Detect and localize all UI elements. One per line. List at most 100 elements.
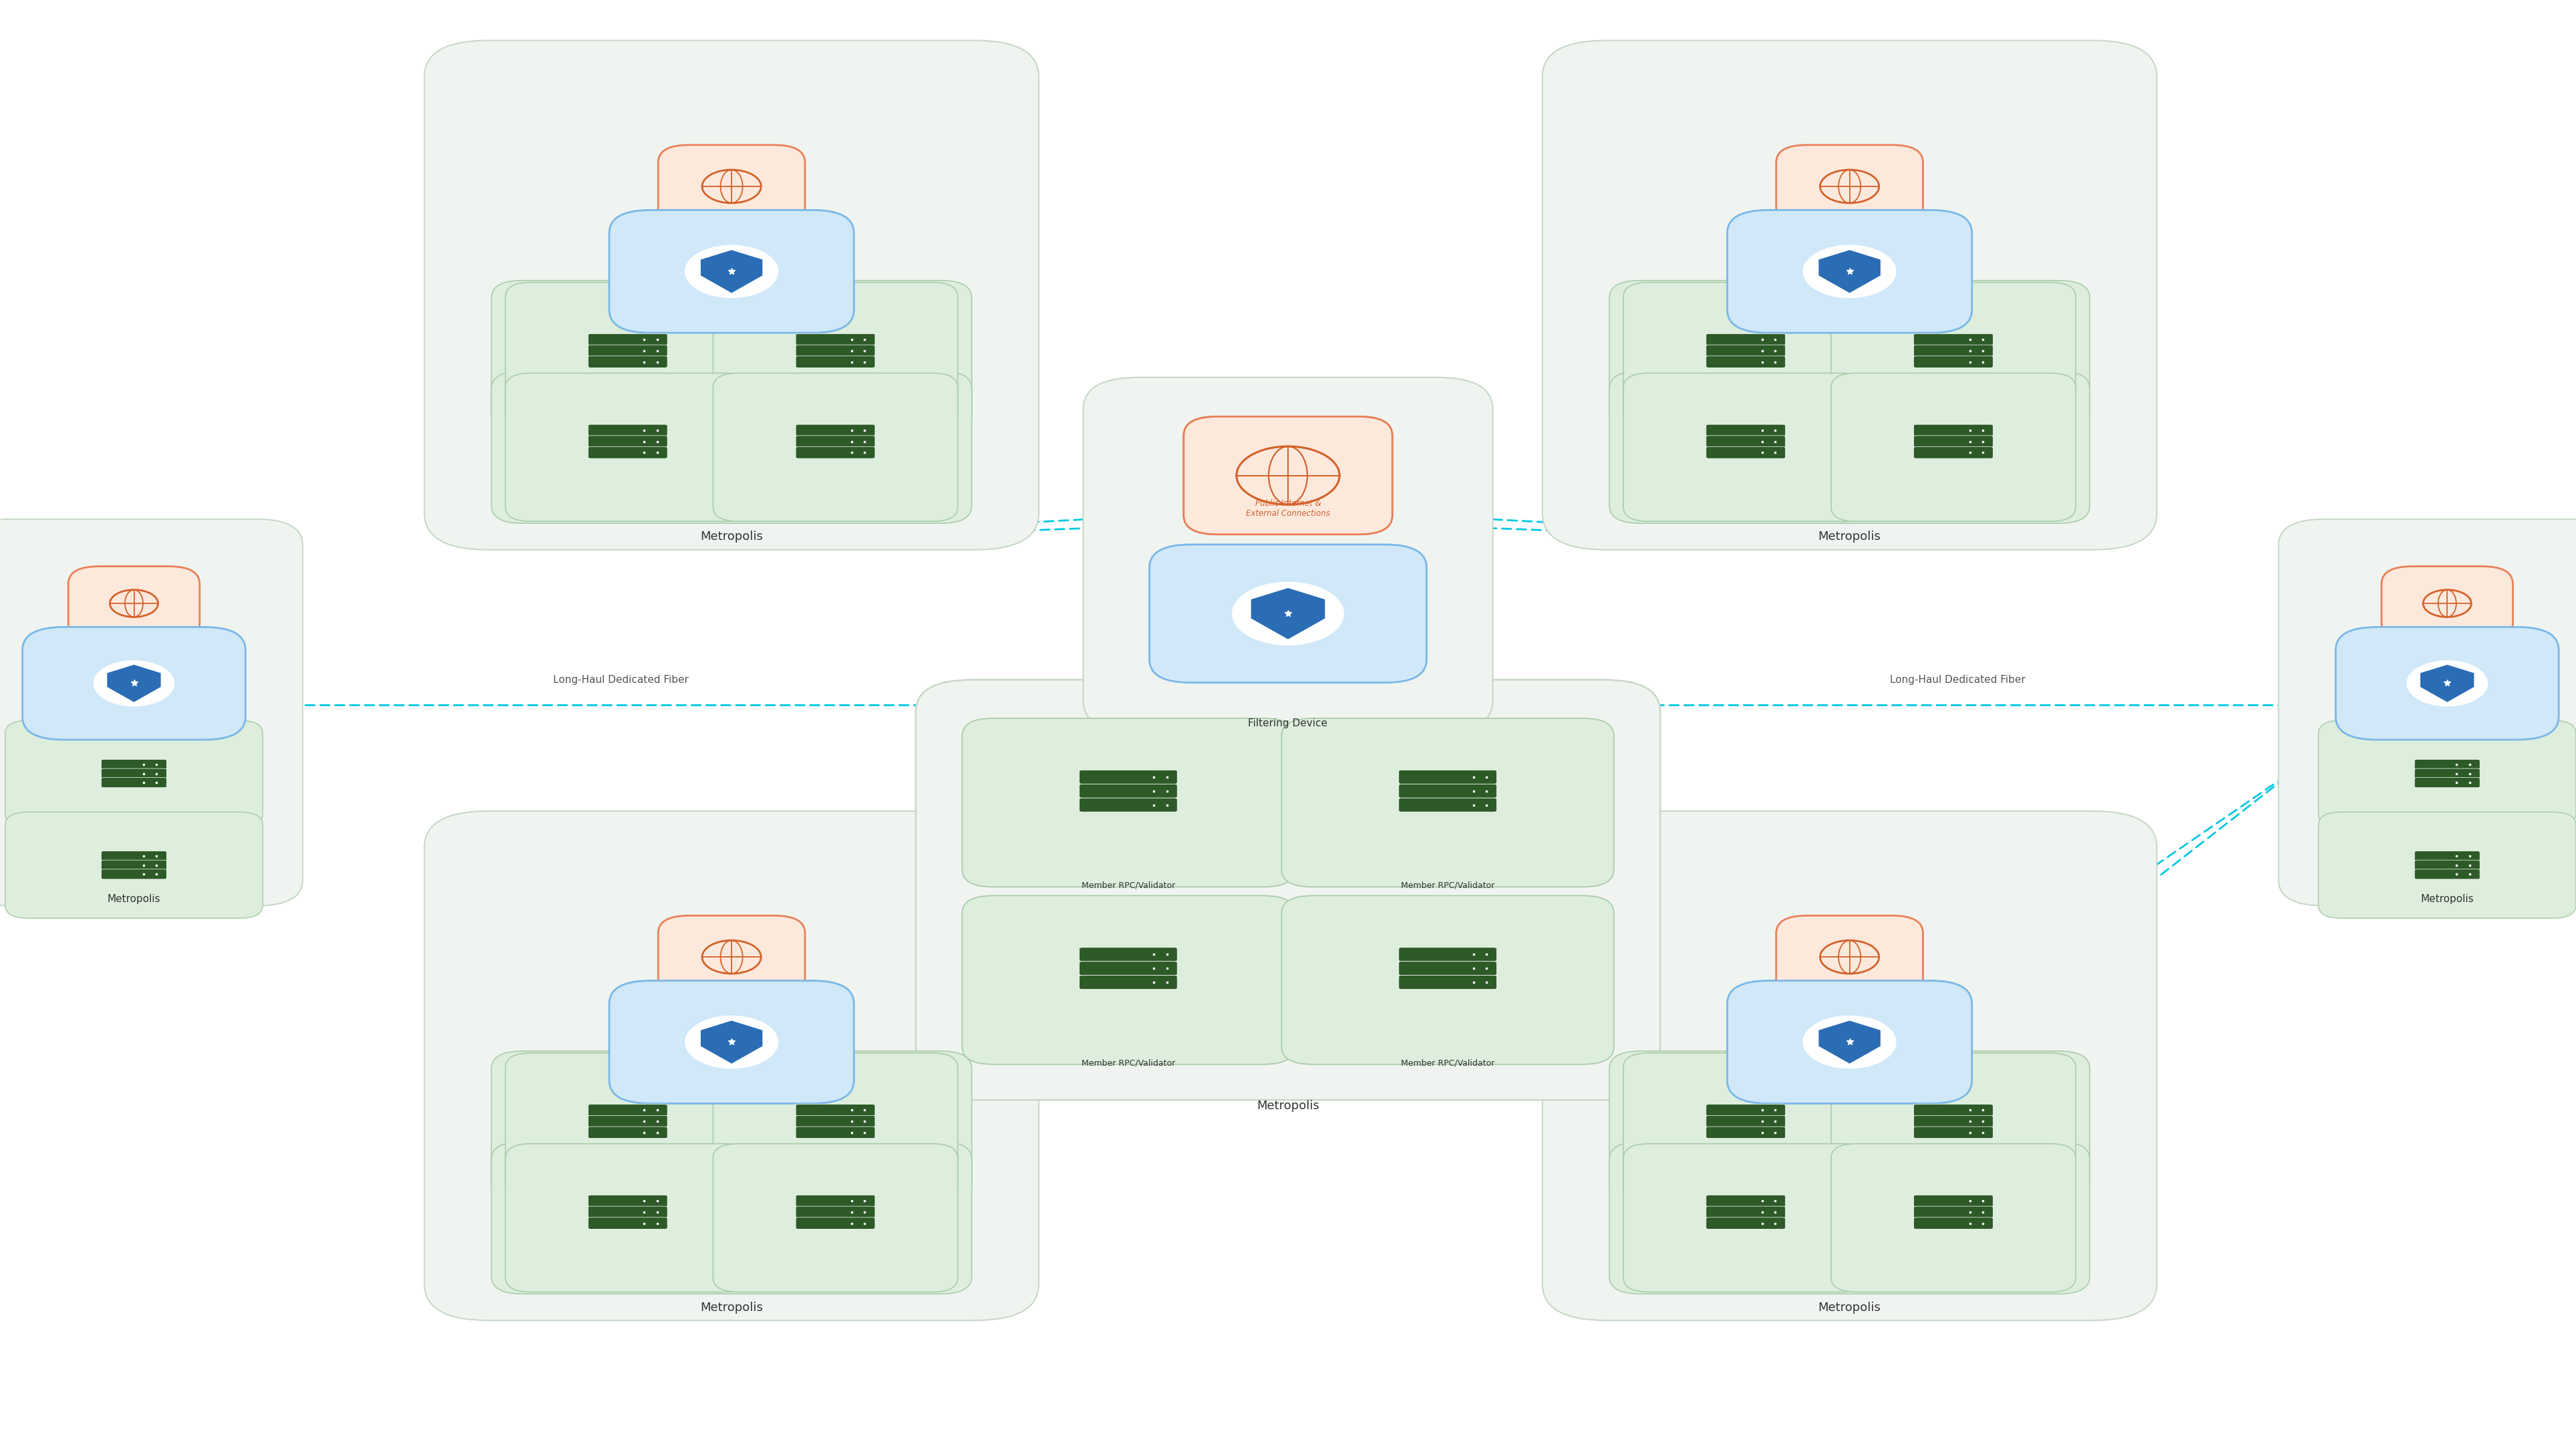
FancyBboxPatch shape xyxy=(1149,545,1427,683)
FancyBboxPatch shape xyxy=(1914,446,1994,458)
FancyBboxPatch shape xyxy=(1705,1217,1785,1229)
FancyBboxPatch shape xyxy=(796,446,876,458)
Polygon shape xyxy=(2421,666,2473,701)
FancyBboxPatch shape xyxy=(2414,869,2481,880)
FancyBboxPatch shape xyxy=(796,1217,876,1229)
FancyBboxPatch shape xyxy=(492,371,971,523)
FancyBboxPatch shape xyxy=(587,1127,667,1138)
FancyBboxPatch shape xyxy=(587,345,667,356)
FancyBboxPatch shape xyxy=(796,1115,876,1127)
FancyBboxPatch shape xyxy=(505,1144,750,1293)
FancyBboxPatch shape xyxy=(1705,436,1785,448)
FancyBboxPatch shape xyxy=(1082,378,1494,733)
FancyBboxPatch shape xyxy=(1914,1104,1994,1117)
Text: Metropolis: Metropolis xyxy=(108,894,160,904)
Text: Metropolis: Metropolis xyxy=(2421,894,2473,904)
FancyBboxPatch shape xyxy=(796,345,876,356)
FancyBboxPatch shape xyxy=(1399,948,1497,961)
FancyBboxPatch shape xyxy=(1777,916,1922,999)
FancyBboxPatch shape xyxy=(1399,961,1497,976)
FancyBboxPatch shape xyxy=(1726,209,1973,333)
FancyBboxPatch shape xyxy=(67,566,201,640)
Text: Filtering Device: Filtering Device xyxy=(1249,718,1327,728)
FancyBboxPatch shape xyxy=(2414,861,2481,869)
FancyBboxPatch shape xyxy=(587,1195,667,1207)
FancyBboxPatch shape xyxy=(1914,356,1994,368)
FancyBboxPatch shape xyxy=(1283,896,1613,1064)
FancyBboxPatch shape xyxy=(714,374,958,522)
FancyBboxPatch shape xyxy=(100,869,167,880)
FancyBboxPatch shape xyxy=(1705,446,1785,458)
Text: Member RPC/Validator: Member RPC/Validator xyxy=(1401,881,1494,890)
FancyBboxPatch shape xyxy=(1914,1115,1994,1127)
Text: Metropolis: Metropolis xyxy=(1819,1301,1880,1313)
FancyBboxPatch shape xyxy=(714,1053,958,1201)
FancyBboxPatch shape xyxy=(1399,771,1497,784)
Circle shape xyxy=(2406,660,2488,707)
FancyBboxPatch shape xyxy=(2414,769,2481,778)
FancyBboxPatch shape xyxy=(1914,1127,1994,1138)
FancyBboxPatch shape xyxy=(1543,811,2156,1320)
FancyBboxPatch shape xyxy=(608,980,853,1104)
Circle shape xyxy=(1803,1016,1896,1069)
FancyBboxPatch shape xyxy=(796,436,876,448)
Polygon shape xyxy=(1819,250,1880,292)
FancyBboxPatch shape xyxy=(1399,784,1497,798)
FancyBboxPatch shape xyxy=(2380,566,2514,640)
Circle shape xyxy=(1803,246,1896,298)
FancyBboxPatch shape xyxy=(100,759,167,769)
Circle shape xyxy=(685,1016,778,1069)
FancyBboxPatch shape xyxy=(1610,371,2089,523)
FancyBboxPatch shape xyxy=(2277,519,2576,906)
FancyBboxPatch shape xyxy=(587,425,667,436)
FancyBboxPatch shape xyxy=(657,916,804,999)
FancyBboxPatch shape xyxy=(1777,145,1922,228)
FancyBboxPatch shape xyxy=(1283,718,1613,887)
FancyBboxPatch shape xyxy=(1914,333,1994,346)
FancyBboxPatch shape xyxy=(1705,1115,1785,1127)
FancyBboxPatch shape xyxy=(608,209,853,333)
FancyBboxPatch shape xyxy=(1705,425,1785,436)
FancyBboxPatch shape xyxy=(5,721,263,826)
Circle shape xyxy=(1231,582,1345,646)
FancyBboxPatch shape xyxy=(657,145,804,228)
FancyBboxPatch shape xyxy=(1832,1144,2076,1293)
FancyBboxPatch shape xyxy=(505,1053,750,1201)
FancyBboxPatch shape xyxy=(1399,798,1497,811)
FancyBboxPatch shape xyxy=(1914,436,1994,448)
FancyBboxPatch shape xyxy=(1079,771,1177,784)
Polygon shape xyxy=(701,250,762,292)
FancyBboxPatch shape xyxy=(796,1195,876,1207)
FancyBboxPatch shape xyxy=(1399,976,1497,989)
FancyBboxPatch shape xyxy=(963,718,1293,887)
FancyBboxPatch shape xyxy=(1832,374,2076,522)
FancyBboxPatch shape xyxy=(1079,784,1177,798)
FancyBboxPatch shape xyxy=(1623,1053,1868,1201)
FancyBboxPatch shape xyxy=(1623,282,1868,430)
Circle shape xyxy=(685,246,778,298)
FancyBboxPatch shape xyxy=(1726,980,1973,1104)
FancyBboxPatch shape xyxy=(100,851,167,861)
FancyBboxPatch shape xyxy=(587,1104,667,1117)
FancyBboxPatch shape xyxy=(2318,811,2576,919)
FancyBboxPatch shape xyxy=(492,281,971,433)
FancyBboxPatch shape xyxy=(100,778,167,788)
Polygon shape xyxy=(108,666,160,701)
FancyBboxPatch shape xyxy=(1705,1104,1785,1117)
Text: Public Internet &
External Connections: Public Internet & External Connections xyxy=(1247,500,1329,518)
FancyBboxPatch shape xyxy=(1914,345,1994,356)
FancyBboxPatch shape xyxy=(23,627,245,740)
FancyBboxPatch shape xyxy=(796,425,876,436)
FancyBboxPatch shape xyxy=(505,374,750,522)
FancyBboxPatch shape xyxy=(917,680,1659,1099)
FancyBboxPatch shape xyxy=(1610,1051,2089,1204)
FancyBboxPatch shape xyxy=(587,1115,667,1127)
FancyBboxPatch shape xyxy=(587,436,667,448)
FancyBboxPatch shape xyxy=(1705,345,1785,356)
Text: Metropolis: Metropolis xyxy=(1819,531,1880,542)
FancyBboxPatch shape xyxy=(0,519,304,906)
Polygon shape xyxy=(1819,1021,1880,1063)
Text: Member RPC/Validator: Member RPC/Validator xyxy=(1401,1059,1494,1067)
FancyBboxPatch shape xyxy=(1832,282,2076,430)
FancyBboxPatch shape xyxy=(587,356,667,368)
